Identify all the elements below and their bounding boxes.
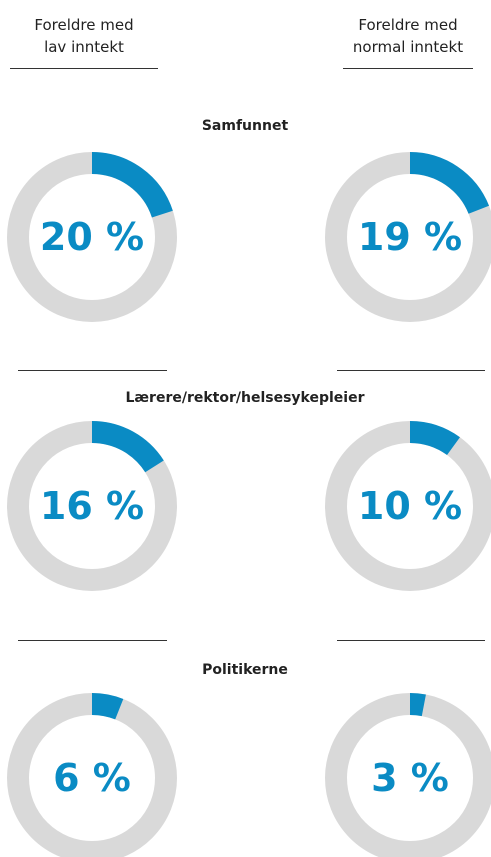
column-header: Foreldre med normal inntekt xyxy=(352,16,464,56)
row-title: Lærere/rektor/helsesykepleier xyxy=(125,390,364,406)
row-title: Politikerne xyxy=(202,662,288,678)
donut-segment xyxy=(409,421,460,456)
donut-segment xyxy=(91,152,173,218)
donut-segment xyxy=(91,421,164,473)
value-label: 16 % xyxy=(40,484,144,528)
rule xyxy=(18,370,167,371)
value-label: 20 % xyxy=(40,215,144,259)
rule xyxy=(10,68,158,69)
rule xyxy=(343,68,473,69)
value-label: 3 % xyxy=(371,756,449,800)
value-label: 10 % xyxy=(358,484,462,528)
donut-segment xyxy=(409,152,490,215)
donut-segment xyxy=(91,693,124,720)
value-label: 6 % xyxy=(53,756,131,800)
rule xyxy=(18,640,167,641)
row-title: Samfunnet xyxy=(202,118,289,134)
rule xyxy=(337,640,485,641)
column-header: Foreldre med lav inntekt xyxy=(34,16,134,56)
value-label: 19 % xyxy=(358,215,462,259)
rule xyxy=(337,370,485,371)
donut-segment xyxy=(409,693,426,717)
